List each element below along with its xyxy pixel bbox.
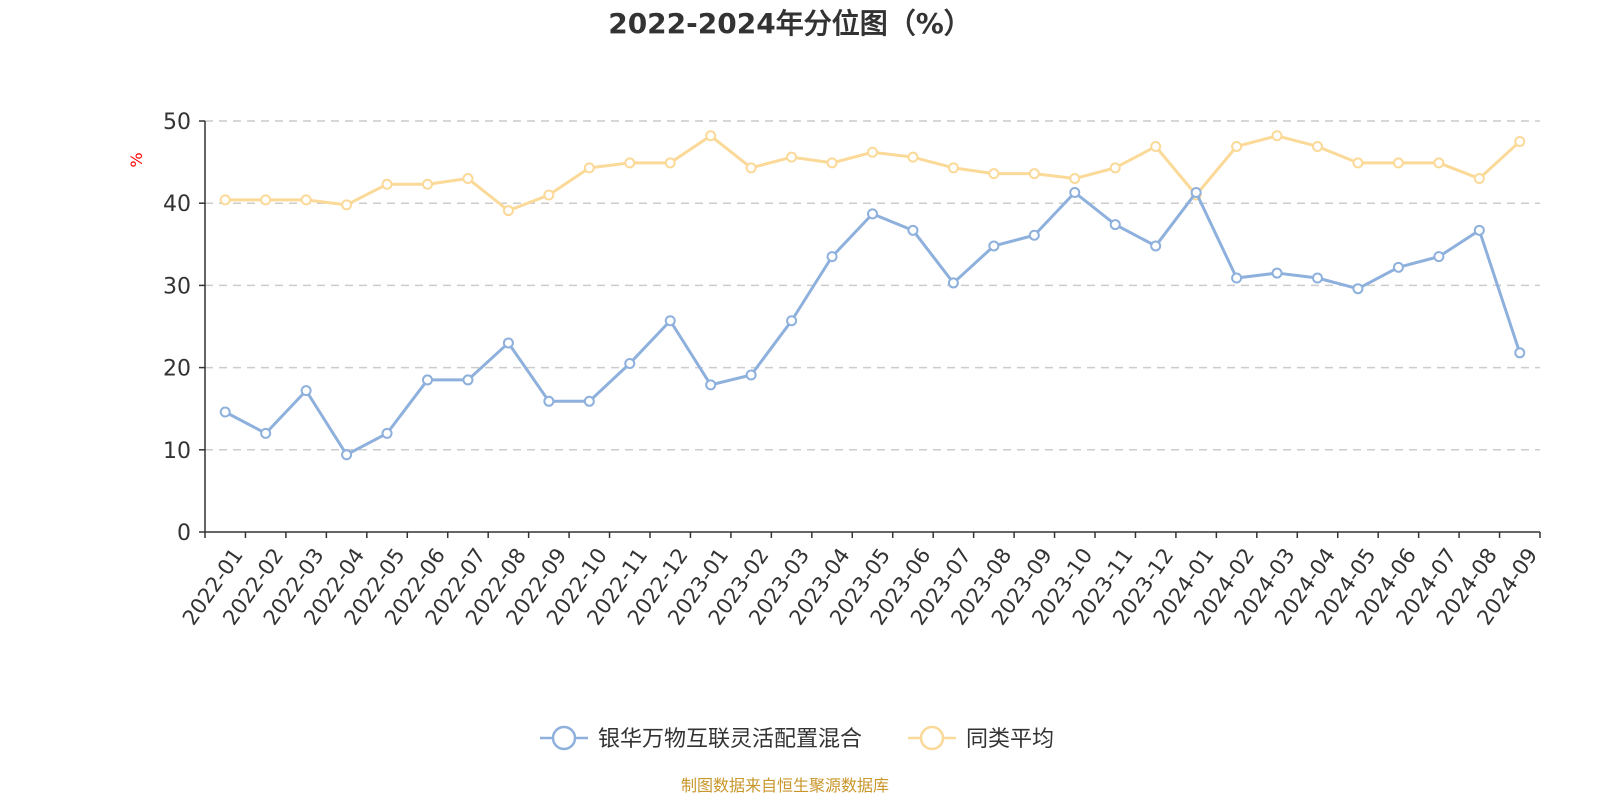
data-point[interactable] bbox=[462, 173, 474, 185]
data-point[interactable] bbox=[907, 151, 919, 163]
data-point[interactable] bbox=[1271, 130, 1283, 142]
data-point[interactable] bbox=[381, 178, 393, 190]
data-source-note: 制图数据来自恒生聚源数据库 bbox=[681, 776, 889, 795]
data-point[interactable] bbox=[260, 427, 272, 439]
data-point[interactable] bbox=[341, 449, 353, 461]
y-tick-label: 0 bbox=[177, 521, 191, 546]
data-point[interactable] bbox=[219, 406, 231, 418]
data-point[interactable] bbox=[1150, 140, 1162, 152]
data-point[interactable] bbox=[1392, 261, 1404, 273]
legend-circle-symbol bbox=[919, 725, 945, 751]
data-point[interactable] bbox=[745, 369, 757, 381]
chart-title: 2022-2024年分位图（%） bbox=[608, 7, 972, 40]
data-point[interactable] bbox=[664, 315, 676, 327]
y-tick-label: 10 bbox=[163, 439, 191, 464]
data-point[interactable] bbox=[1473, 173, 1485, 185]
data-point[interactable] bbox=[502, 205, 514, 217]
data-point[interactable] bbox=[1109, 162, 1121, 174]
data-point[interactable] bbox=[462, 374, 474, 386]
data-point[interactable] bbox=[502, 337, 514, 349]
data-point[interactable] bbox=[1433, 251, 1445, 263]
data-point[interactable] bbox=[543, 395, 555, 407]
series-1 bbox=[219, 130, 1526, 217]
data-point[interactable] bbox=[624, 157, 636, 169]
data-point[interactable] bbox=[705, 379, 717, 391]
data-point[interactable] bbox=[583, 162, 595, 174]
data-point[interactable] bbox=[1028, 229, 1040, 241]
data-point[interactable] bbox=[1312, 272, 1323, 284]
data-point[interactable] bbox=[543, 189, 555, 201]
data-point[interactable] bbox=[947, 162, 959, 174]
data-point[interactable] bbox=[422, 374, 433, 386]
data-point[interactable] bbox=[786, 315, 798, 327]
data-point[interactable] bbox=[1150, 240, 1162, 252]
data-point[interactable] bbox=[988, 168, 1000, 180]
data-point[interactable] bbox=[1069, 187, 1081, 199]
data-point[interactable] bbox=[1352, 157, 1364, 169]
data-point[interactable] bbox=[1352, 283, 1364, 295]
data-point[interactable] bbox=[341, 199, 353, 211]
data-point[interactable] bbox=[583, 395, 595, 407]
series-0 bbox=[219, 187, 1526, 461]
data-point[interactable] bbox=[1231, 140, 1243, 152]
data-point[interactable] bbox=[867, 208, 878, 220]
data-point[interactable] bbox=[1514, 347, 1526, 359]
series-line bbox=[224, 191, 1522, 457]
y-tick-label: 40 bbox=[163, 192, 191, 217]
y-tick-label: 30 bbox=[163, 274, 191, 299]
data-point[interactable] bbox=[1473, 224, 1485, 236]
data-point[interactable] bbox=[381, 427, 393, 439]
legend-label: 银华万物互联灵活配置混合 bbox=[598, 727, 862, 752]
legend-label: 同类平均 bbox=[966, 727, 1054, 752]
data-point[interactable] bbox=[1392, 157, 1404, 169]
data-point[interactable] bbox=[1312, 140, 1323, 152]
data-point[interactable] bbox=[867, 146, 878, 158]
y-tick-label: 20 bbox=[163, 357, 191, 382]
legend-circle-symbol bbox=[551, 725, 577, 751]
data-point[interactable] bbox=[907, 224, 919, 236]
legend-item[interactable]: 银华万物互联灵活配置混合 bbox=[540, 725, 862, 752]
data-point[interactable] bbox=[664, 157, 676, 169]
data-point[interactable] bbox=[786, 151, 798, 163]
data-point[interactable] bbox=[826, 157, 838, 169]
data-point[interactable] bbox=[219, 194, 231, 206]
data-point[interactable] bbox=[300, 385, 312, 397]
gridlines bbox=[205, 120, 1540, 451]
legend-item[interactable]: 同类平均 bbox=[908, 725, 1054, 752]
data-point[interactable] bbox=[260, 194, 272, 206]
data-point[interactable] bbox=[1514, 136, 1526, 148]
legend[interactable]: 银华万物互联灵活配置混合 同类平均 bbox=[540, 725, 1054, 752]
data-point[interactable] bbox=[1271, 267, 1283, 279]
data-point[interactable] bbox=[745, 162, 757, 174]
data-point[interactable] bbox=[1069, 173, 1081, 185]
data-point[interactable] bbox=[1231, 272, 1243, 284]
data-point[interactable] bbox=[624, 357, 636, 369]
data-point[interactable] bbox=[300, 194, 312, 206]
data-point[interactable] bbox=[947, 277, 959, 289]
data-point[interactable] bbox=[422, 178, 433, 190]
y-tick-label: 50 bbox=[163, 110, 191, 135]
data-point[interactable] bbox=[988, 240, 1000, 252]
series-layer bbox=[219, 130, 1526, 461]
data-point[interactable] bbox=[826, 251, 838, 263]
y-axis-label: % bbox=[127, 152, 146, 167]
axes: 010203040502022-012022-022022-032022-042… bbox=[163, 110, 1542, 629]
data-point[interactable] bbox=[1028, 168, 1040, 180]
data-point[interactable] bbox=[1433, 157, 1445, 169]
data-point[interactable] bbox=[1109, 219, 1121, 231]
data-point[interactable] bbox=[1190, 187, 1202, 199]
data-point[interactable] bbox=[705, 130, 717, 142]
